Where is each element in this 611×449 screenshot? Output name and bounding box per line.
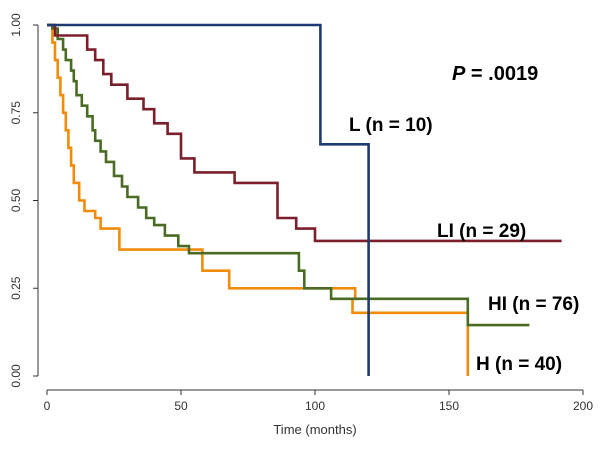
p-value-annotation: P = .0019 [452, 63, 538, 85]
x-tick-label: 200 [573, 399, 593, 413]
series-lines [47, 23, 562, 376]
x-tick-label: 0 [44, 399, 51, 413]
p-value-text: = .0019 [465, 63, 538, 85]
series-label-l: L (n = 10) [349, 115, 433, 136]
series-label-hi: HI (n = 76) [488, 294, 579, 315]
y-tick-label: 0.75 [9, 101, 23, 125]
series-labels: L (n = 10) LI (n = 29) HI (n = 76) H (n = 4… [349, 115, 579, 375]
y-tick-label: 0.50 [9, 188, 23, 212]
series-line-li [47, 23, 562, 243]
y-tick-label: 0.00 [9, 364, 23, 388]
x-tick-label: 50 [174, 399, 188, 413]
x-tick-label: 100 [305, 399, 325, 413]
series-label-li: LI (n = 29) [437, 221, 526, 242]
tick-group: 0.00 0.25 0.50 0.75 1.00 0 50 100 150 200 [9, 13, 593, 413]
series-line-hi [47, 23, 530, 327]
x-tick-label: 150 [439, 399, 459, 413]
x-axis-title: Time (months) [273, 422, 356, 437]
p-value-prefix: P [452, 63, 466, 85]
series-label-h: H (n = 40) [476, 354, 562, 375]
series-line-l [47, 23, 370, 376]
series-line-h [47, 23, 470, 376]
y-tick-label: 1.00 [9, 13, 23, 37]
y-tick-label: 0.25 [9, 276, 23, 300]
